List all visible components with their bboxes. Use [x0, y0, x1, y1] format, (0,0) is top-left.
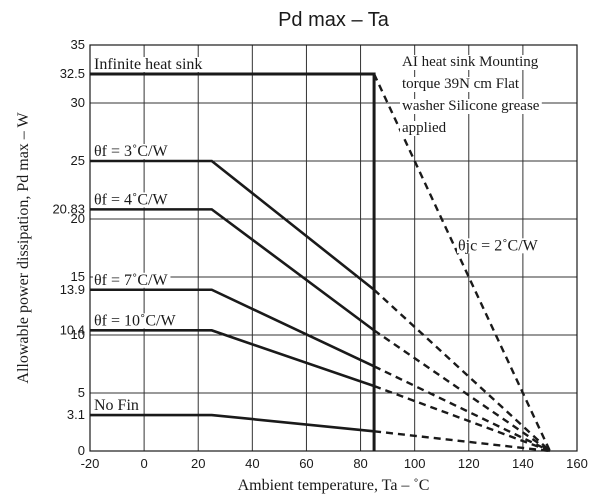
y-tick-label: 15	[71, 269, 85, 284]
label-infinite-heat-sink: Infinite heat sink	[94, 56, 202, 73]
mounting-note-line: AI heat sink Mounting	[402, 54, 539, 70]
extension-f-7-c-w	[373, 365, 551, 453]
y-tick-label: 30	[71, 95, 85, 110]
y-tick-label: 0	[78, 443, 85, 458]
mounting-note: AI heat sink Mounting torque 39N cm Flat w…	[400, 54, 542, 136]
y-tick-label: 35	[71, 37, 85, 52]
y-tick-label: 13.9	[60, 282, 85, 297]
label-backing	[93, 192, 171, 208]
mounting-note-line: torque 39N cm Flat	[402, 76, 520, 92]
plot-frame	[89, 44, 578, 452]
x-tick-label: 100	[404, 456, 426, 471]
tick-labels: -20 0 20 40 60 80 100 120 140 16003.151010.413.91…	[52, 37, 587, 471]
extension-f-3-c-w	[373, 288, 551, 452]
y-tick-label: 10	[71, 327, 85, 342]
y-tick-label: 10.4	[60, 322, 85, 337]
curve-f-10-c-w	[90, 329, 375, 388]
extension-infinite-heat-sink	[372, 73, 552, 452]
y-axis-label: Allowable power dissipation, Pd max – W	[15, 111, 32, 383]
curve-f-3-c-w	[90, 159, 375, 291]
x-tick-label: 20	[191, 456, 205, 471]
x-tick-label: -20	[81, 456, 100, 471]
theta-jc-label: θjc = 2˚C/W	[458, 237, 539, 254]
curve-f-4-c-w	[90, 208, 375, 332]
note-backing	[400, 121, 449, 136]
derating-curves	[90, 72, 552, 453]
mounting-note-line: washer Silicone grease	[402, 98, 540, 114]
x-tick-label: 160	[566, 456, 588, 471]
theta-jc-backing	[456, 238, 540, 254]
label-f-10-c-w: θf = 10˚C/W	[94, 312, 176, 329]
x-tick-label: 0	[140, 456, 147, 471]
x-tick-label: 40	[245, 456, 259, 471]
curve-infinite-heat-sink	[90, 72, 376, 451]
curve-no-fin	[90, 413, 375, 433]
mounting-note-line: applied	[402, 120, 447, 136]
x-tick-label: 140	[512, 456, 534, 471]
y-tick-label: 5	[78, 385, 85, 400]
y-tick-label: 25	[71, 153, 85, 168]
label-backing	[93, 57, 205, 72]
extension-f-4-c-w	[373, 329, 551, 452]
note-backing	[400, 55, 541, 70]
label-f-7-c-w: θf = 7˚C/W	[94, 272, 168, 289]
label-no-fin: No Fin	[94, 397, 139, 414]
y-tick-label: 20.83	[52, 201, 85, 216]
extension-no-fin	[373, 430, 551, 453]
chart-title: Pd max – Ta	[278, 9, 390, 31]
label-backing	[93, 144, 171, 159]
note-backing	[400, 99, 542, 114]
note-backing	[400, 77, 522, 92]
x-tick-label: 120	[458, 456, 480, 471]
y-tick-label: 32.5	[60, 66, 85, 81]
label-backing	[93, 398, 141, 414]
label-f-4-c-w: θf = 4˚C/W	[94, 191, 168, 208]
label-backing	[93, 272, 171, 288]
label-backing	[93, 313, 179, 329]
label-f-3-c-w: θf = 3˚C/W	[94, 143, 168, 160]
y-tick-label: 3.1	[67, 407, 85, 422]
extension-f-10-c-w	[373, 384, 551, 453]
curve-f-7-c-w	[90, 288, 375, 368]
x-tick-label: 80	[353, 456, 367, 471]
x-axis-label: Ambient temperature, Ta – ˚C	[238, 477, 430, 494]
y-tick-label: 20	[71, 211, 85, 226]
curve-labels: Infinite heat sink θf = 3˚C/W θf = 4˚C/W θf…	[93, 56, 205, 414]
x-tick-label: 60	[299, 456, 313, 471]
